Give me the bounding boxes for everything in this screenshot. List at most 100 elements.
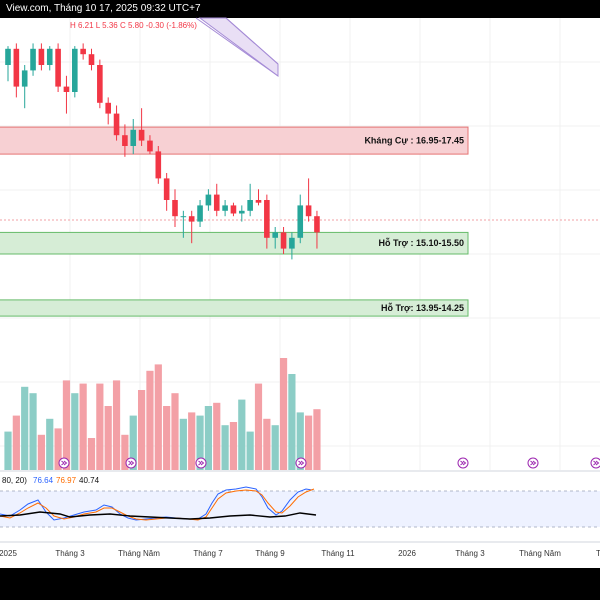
candle-body[interactable] [72,48,78,92]
candle-body[interactable] [247,200,253,211]
volume-bar [246,431,254,470]
volume-bar [154,364,162,470]
candle-body[interactable] [305,205,312,217]
candle-body[interactable] [46,48,53,65]
candle-body[interactable] [222,205,228,211]
zone-label: Hỗ Trợ : 15.10-15.50 [379,238,464,248]
volume-bar [138,390,146,470]
volume-bar [129,415,137,470]
x-axis-tick-label: 2026 [398,549,416,558]
volume-bar [54,428,62,470]
candle-body[interactable] [188,216,195,222]
volume-bar [104,406,112,470]
x-axis-tick-label: Tháng 9 [255,549,285,558]
x-axis-tick-label: Tháng 3 [55,549,85,558]
x-axis-tick-label: Tháng Năm [118,549,160,558]
volume-bar [279,358,288,470]
candle-body[interactable] [163,178,170,200]
volume-bar [238,399,246,470]
volume-bar [171,393,179,470]
volume-bar [179,418,187,470]
candle-body[interactable] [255,200,262,203]
ohlc-readout: H 6.21 L 5.36 C 5.80 -0.30 (-1.86%) [70,21,197,30]
candle-body[interactable] [122,135,128,146]
candle-body[interactable] [272,232,278,238]
candle-body[interactable] [130,129,137,146]
candle-body[interactable] [13,48,20,87]
volume-bar [196,415,204,470]
candle-body[interactable] [55,48,61,87]
candle-body[interactable] [239,210,245,214]
oscillator-third-value: 40.74 [79,476,100,485]
zone-label: Hỗ Trợ: 13.95-14.25 [381,303,464,313]
oscillator-params: 80, 20) [2,476,27,485]
volume-bar [188,412,196,470]
bottom-bar [0,568,600,600]
support-zone[interactable] [0,299,469,317]
oscillator-d-value: 76.97 [56,476,77,485]
volume-bar [79,383,87,470]
volume-bar [62,380,71,470]
x-axis-tick-label: Tháng Năm [519,549,561,558]
candle-body[interactable] [105,102,111,114]
candle-body[interactable] [97,65,103,103]
volume-bar [4,431,12,470]
candle-body[interactable] [155,151,162,179]
x-axis-tick-label: Tháng 11 [321,549,355,558]
candle-body[interactable] [147,140,153,152]
volume-bar [46,418,54,470]
candle-body[interactable] [314,216,320,233]
trend-channel [195,17,279,77]
volume-bar [96,383,104,470]
volume-bar [305,415,313,470]
volume-bar [296,412,304,470]
volume-bar [254,383,263,470]
candle-body[interactable] [280,232,287,249]
oscillator-k-line [0,486,313,521]
volume-bar [163,406,171,470]
candle-body[interactable] [264,200,270,238]
candle-body[interactable] [30,48,36,71]
volume-bar [204,406,212,470]
candle-body[interactable] [63,86,70,92]
candle-body[interactable] [21,70,28,87]
candle-body[interactable] [38,48,45,65]
volume-bar [121,434,129,470]
x-axis-tick-label: Tháng [596,549,600,558]
candle-body[interactable] [289,237,295,249]
candle-body[interactable] [197,205,203,222]
volume-bar [263,418,271,470]
volume-bar [21,386,29,470]
header-bar: View.com, Tháng 10 17, 2025 09:32 UTC+7 [0,0,600,18]
volume-bar [271,425,279,470]
volume-bar [313,409,321,470]
volume-bar [37,434,45,470]
x-axis-tick-label: Tháng 7 [193,549,223,558]
candle-body[interactable] [80,48,86,55]
volume-bar [221,425,229,470]
volume-bar [112,380,121,470]
header-source: View.com [6,3,49,14]
candle-body[interactable] [213,194,220,211]
candle-body[interactable] [297,205,304,238]
candle-body[interactable] [138,129,145,141]
candle-body[interactable] [205,194,212,206]
volume-bar [71,393,79,470]
candle-body[interactable] [172,200,178,217]
candle-body[interactable] [230,205,237,214]
volume-bar [12,415,20,470]
candle-body[interactable] [113,113,120,136]
x-axis-tick-label: 2025 [0,549,17,558]
candle-body[interactable] [5,48,11,65]
resistance-zone[interactable] [0,126,469,155]
volume-bar [29,393,37,470]
oscillator-signal-line [0,511,317,520]
candle-body[interactable] [88,54,95,65]
volume-bar [229,422,238,470]
x-axis-tick-label: Tháng 3 [455,549,485,558]
candle-body[interactable] [180,216,187,218]
support-zone[interactable] [0,231,469,255]
zone-label: Kháng Cự : 16.95-17.45 [364,136,464,146]
